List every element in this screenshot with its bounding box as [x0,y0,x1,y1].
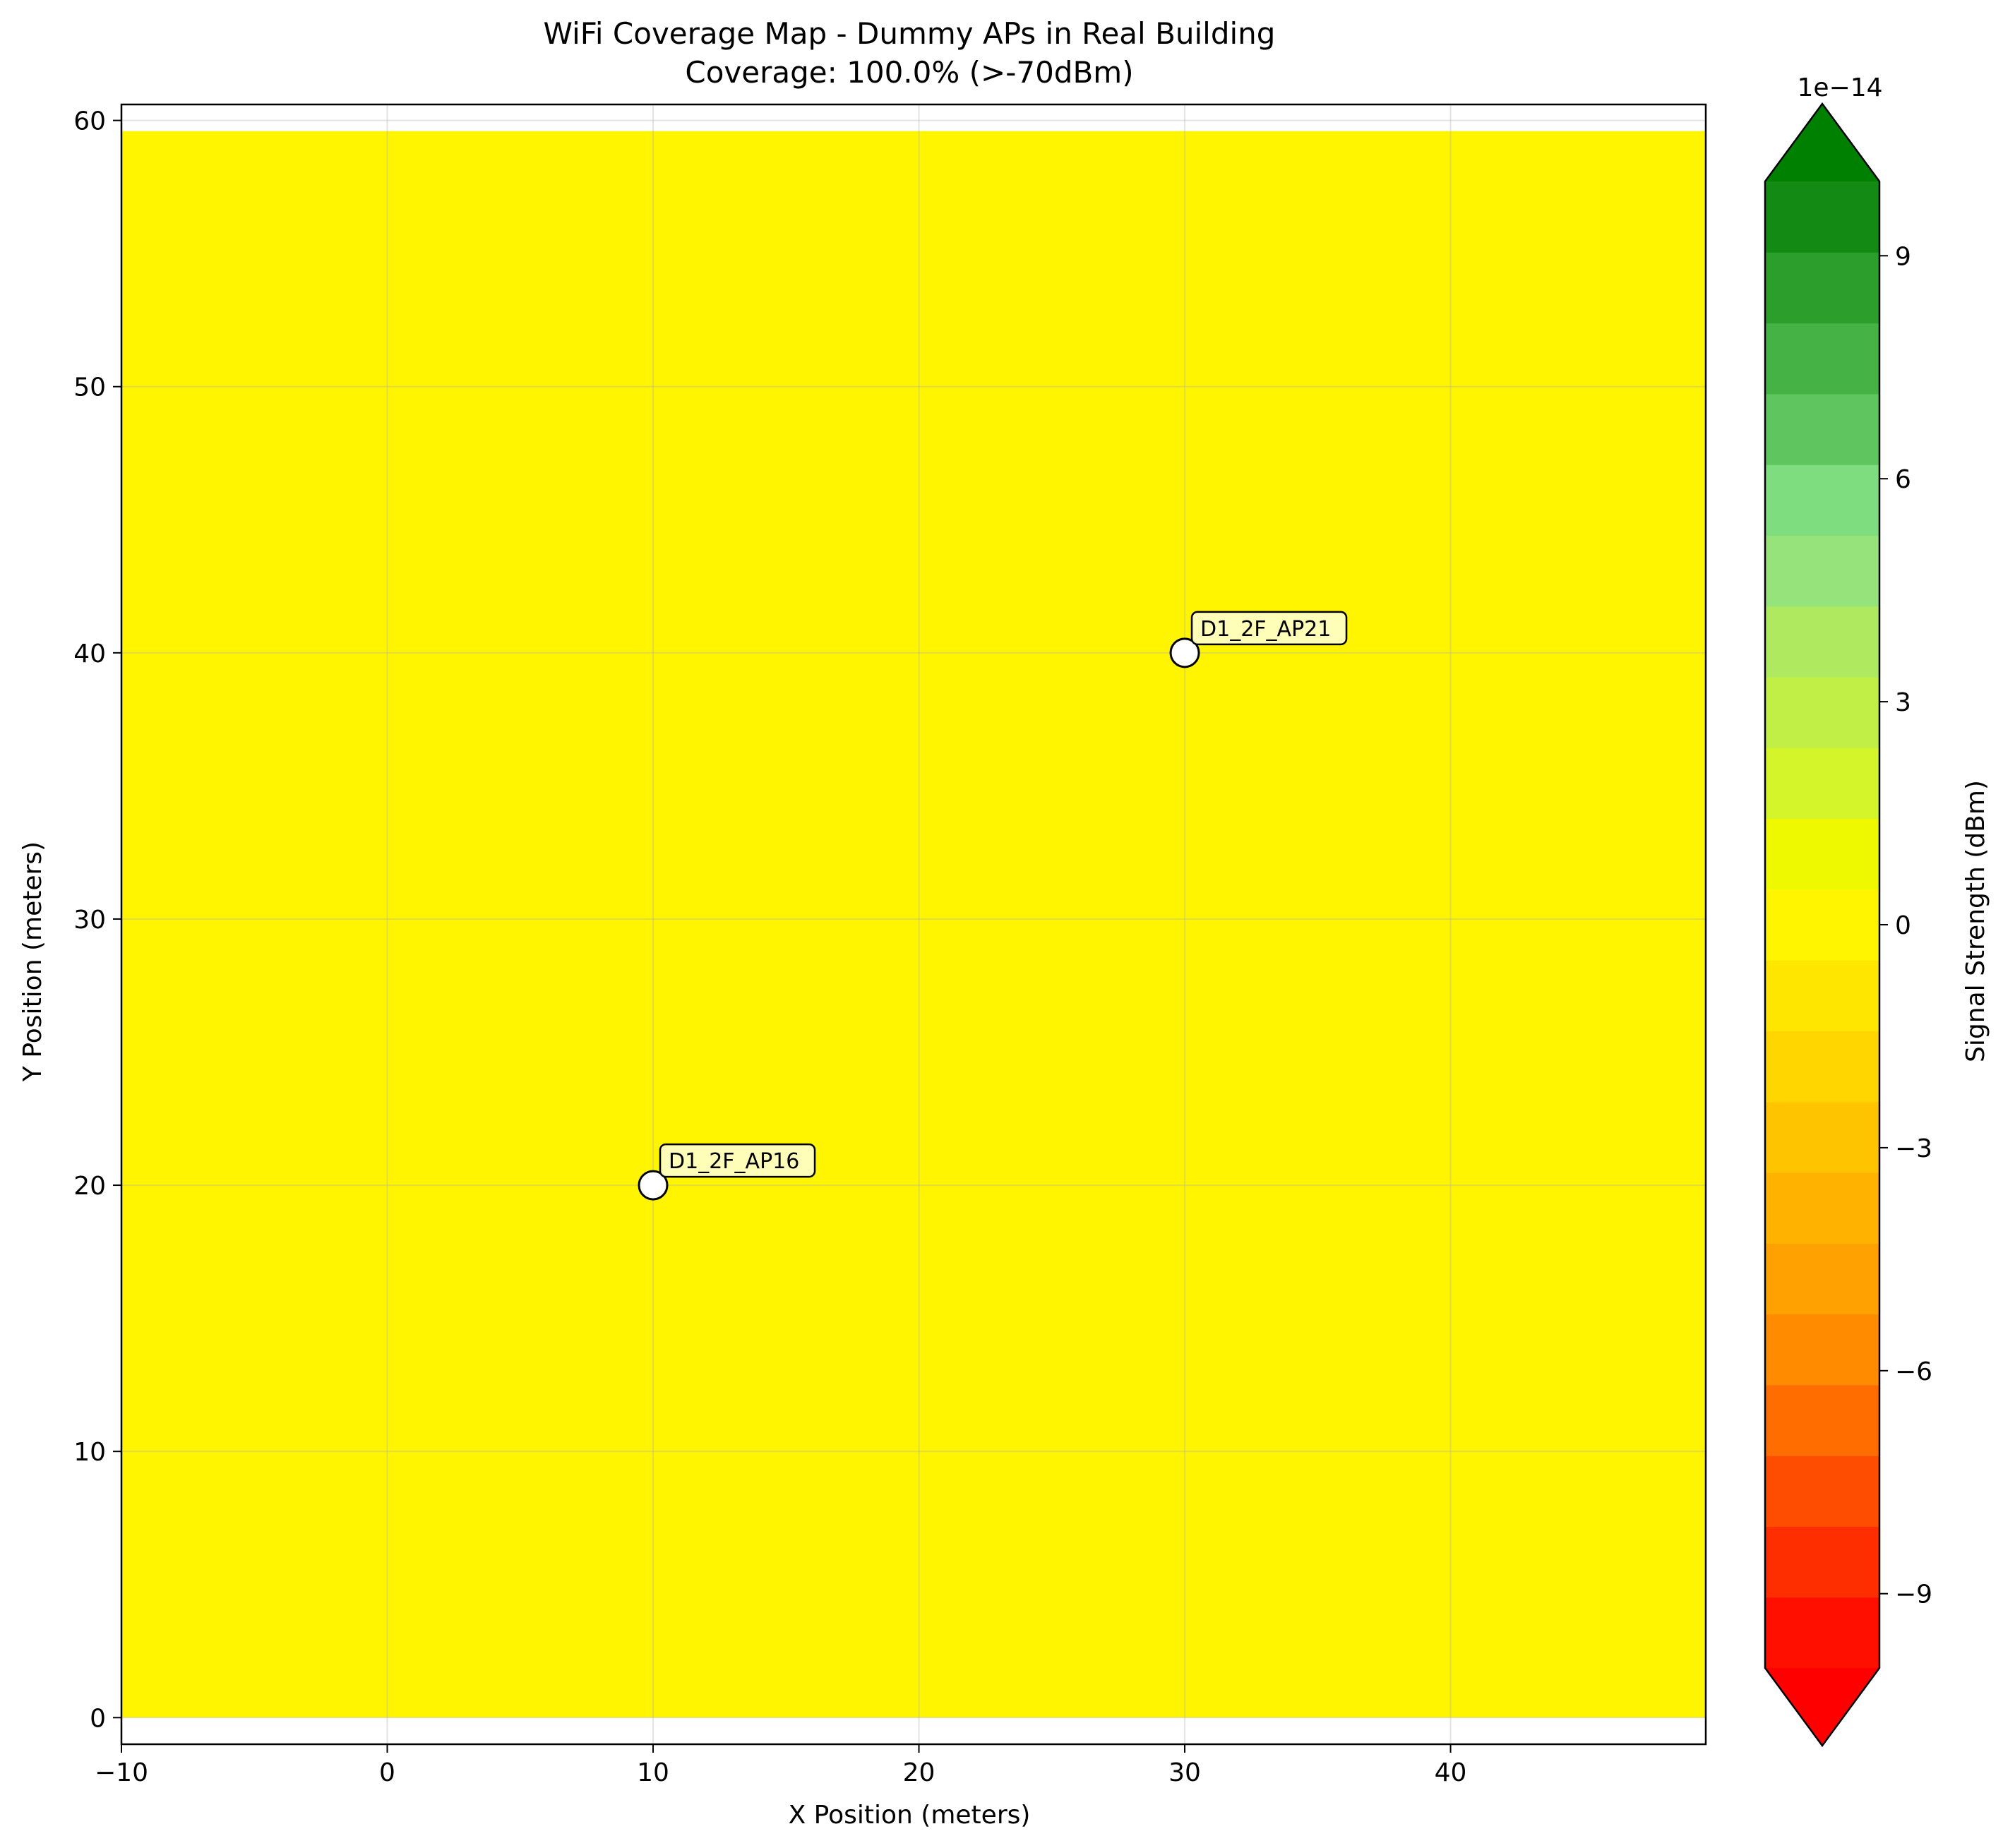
y-tick-label: 10 [73,1438,106,1467]
chart-title-line2: Coverage: 100.0% (>-70dBm) [685,55,1133,90]
colorbar-tick-label: −3 [1895,1134,1932,1163]
access-points: D1_2F_AP16 D1_2F_AP21 [638,611,1348,1201]
colorbar-outline [1764,102,1881,1748]
y-axis: 0 10 20 30 40 50 60 [73,107,121,1733]
access-point-label-box [1190,611,1348,646]
colorbar-tick-label: 0 [1895,911,1911,940]
x-tick-label: 0 [379,1758,395,1787]
x-tick-label: 40 [1435,1758,1467,1787]
colorbar-over-arrow [1765,104,1879,181]
x-axis-label: X Position (meters) [789,1801,1031,1830]
colorbar-level [1765,181,1879,253]
colorbar-level [1765,606,1879,678]
x-axis: −10 0 10 20 30 40 [95,1744,1466,1787]
colorbar-level [1765,1526,1879,1598]
x-tick-label: 10 [637,1758,669,1787]
colorbar-tick-label: 6 [1895,465,1911,494]
colorbar-level [1765,677,1879,748]
y-tick-label: 30 [73,906,106,935]
colorbar-level [1765,535,1879,607]
grid-lines [121,104,1706,1744]
colorbar-level [1765,252,1879,324]
coverage-field [121,131,1706,1718]
colorbar-level [1765,1243,1879,1315]
colorbar-level [1765,323,1879,395]
access-point-label-box [659,1143,816,1178]
colorbar-level [1765,889,1879,961]
y-axis-label: Y Position (meters) [18,841,47,1082]
x-tick-label: 20 [903,1758,935,1787]
colorbar-tick-label: 9 [1895,242,1911,271]
colorbar-offset-text: 1e−14 [1797,73,1882,102]
colorbar-level [1765,818,1879,890]
colorbar-label: Signal Strength (dBm) [1961,780,1990,1062]
colorbar-level [1765,1456,1879,1528]
chart-title-line1: WiFi Coverage Map - Dummy APs in Real Bu… [544,16,1276,51]
y-tick-label: 60 [73,107,106,136]
access-point-label: D1_2F_AP21 [1200,617,1331,642]
access-point-label: D1_2F_AP16 [669,1149,799,1174]
colorbar-level [1765,1314,1879,1386]
colorbar-tick-label: −6 [1895,1357,1932,1386]
y-tick-label: 50 [73,373,106,402]
colorbar-level [1765,1597,1879,1669]
colorbar-level [1765,1101,1879,1173]
colorbar-level [1765,464,1879,536]
colorbar-level [1765,393,1879,465]
colorbar-under-arrow [1765,1668,1879,1746]
x-tick-label: 30 [1168,1758,1201,1787]
x-tick-label: −10 [95,1758,148,1787]
colorbar-level [1765,1031,1879,1103]
colorbar-tick-label: −9 [1895,1580,1932,1609]
colorbar: −9 −6 −3 0 3 6 9 [1764,102,1932,1748]
y-tick-label: 0 [90,1704,106,1733]
colorbar-level [1765,1172,1879,1244]
colorbar-level [1765,960,1879,1032]
colorbar-level [1765,1384,1879,1456]
y-tick-label: 20 [73,1172,106,1201]
access-point-marker [638,1170,669,1201]
colorbar-tick-label: 3 [1895,688,1911,717]
y-tick-label: 40 [73,640,106,668]
access-point-marker [1169,637,1200,668]
plot-area: D1_2F_AP16 D1_2F_AP21 [120,103,1707,1746]
colorbar-level [1765,748,1879,820]
plot-frame [120,103,1707,1746]
